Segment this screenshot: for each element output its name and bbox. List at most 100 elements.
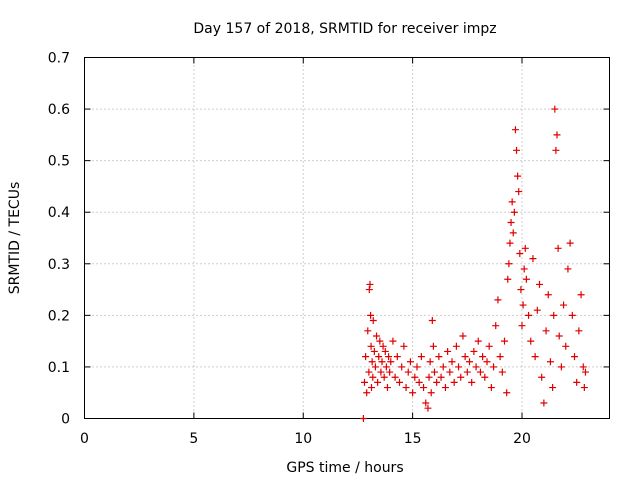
y-tick-label: 0.2 <box>48 308 70 324</box>
data-point <box>505 260 513 268</box>
data-point <box>533 306 541 314</box>
data-point <box>367 311 375 319</box>
data-point <box>435 353 443 361</box>
grid <box>84 57 610 419</box>
data-point <box>409 389 417 397</box>
data-point <box>516 249 524 257</box>
data-point <box>504 275 512 283</box>
data-point <box>496 353 504 361</box>
data-point <box>490 363 498 371</box>
data-point <box>571 353 578 361</box>
data-point <box>513 146 521 154</box>
data-point <box>396 378 403 386</box>
data-point <box>519 301 527 309</box>
data-point <box>367 342 375 350</box>
x-tick-label: 0 <box>80 431 89 447</box>
data-point <box>420 384 428 392</box>
data-point <box>371 363 379 371</box>
data-point <box>508 198 516 206</box>
data-point <box>472 363 480 371</box>
data-point <box>555 332 563 340</box>
data-point <box>406 358 414 366</box>
data-point <box>470 347 478 355</box>
data-point <box>381 347 389 355</box>
data-point <box>385 353 393 361</box>
data-point <box>474 337 482 345</box>
x-tick-label: 15 <box>404 431 422 447</box>
data-point <box>463 368 471 376</box>
data-point <box>485 342 493 350</box>
data-point <box>536 280 543 288</box>
data-points <box>359 105 589 422</box>
data-point <box>439 363 447 371</box>
data-point <box>527 337 535 345</box>
data-point <box>498 368 506 376</box>
data-point <box>461 353 469 361</box>
data-point <box>448 358 456 366</box>
data-point <box>379 342 387 350</box>
data-point <box>525 311 533 319</box>
y-tick-label: 0.4 <box>48 205 70 221</box>
y-tick-label: 0.5 <box>48 154 70 170</box>
data-point <box>553 131 561 139</box>
data-point <box>365 368 373 376</box>
data-point <box>365 286 373 294</box>
data-point <box>383 384 391 392</box>
x-tick-label: 10 <box>294 431 312 447</box>
data-point <box>364 327 372 335</box>
data-point <box>562 342 570 350</box>
data-point <box>398 363 406 371</box>
data-point <box>501 337 508 345</box>
data-point <box>510 208 518 216</box>
data-point <box>522 275 530 283</box>
data-point <box>378 358 386 366</box>
data-point <box>517 286 525 294</box>
data-point <box>362 353 370 361</box>
data-point <box>452 342 460 350</box>
data-point <box>514 172 522 180</box>
data-point <box>581 368 589 376</box>
data-point <box>429 342 437 350</box>
data-point <box>457 373 465 381</box>
data-point <box>373 332 381 340</box>
data-point <box>428 317 436 325</box>
data-point <box>415 378 423 386</box>
y-tick-label: 0 <box>61 412 70 428</box>
data-point <box>506 239 514 247</box>
x-tick-label: 20 <box>513 431 531 447</box>
y-tick-label: 0.3 <box>48 257 70 273</box>
data-point <box>366 280 374 288</box>
data-point <box>520 265 528 273</box>
axis-ticks: 0 5 10 15 20 0 0.1 0.2 0.3 0.4 0.5 0.6 0.7 <box>48 51 610 447</box>
data-point <box>380 373 388 381</box>
data-point <box>518 322 526 330</box>
data-point <box>413 363 421 371</box>
data-point <box>387 358 395 366</box>
y-axis-label: SRMTID / TECUs <box>7 182 23 295</box>
data-point <box>446 368 454 376</box>
y-tick-label: 0.1 <box>48 360 70 376</box>
data-point <box>468 378 476 386</box>
data-point <box>540 399 548 407</box>
data-point <box>577 291 585 299</box>
y-tick-label: 0.7 <box>48 51 70 67</box>
data-point <box>551 105 559 113</box>
data-point <box>427 389 435 397</box>
data-point <box>370 347 378 355</box>
data-point <box>444 347 452 355</box>
data-point <box>481 373 489 381</box>
data-point <box>529 255 537 263</box>
data-point <box>375 353 383 361</box>
data-point <box>425 373 433 381</box>
data-point <box>422 399 430 407</box>
data-point <box>402 384 410 392</box>
data-point <box>575 327 583 335</box>
data-point <box>579 363 587 371</box>
data-point <box>441 384 449 392</box>
data-point <box>554 244 562 252</box>
data-point <box>521 244 529 252</box>
data-point <box>466 358 473 366</box>
data-point <box>479 353 487 361</box>
data-point <box>552 146 560 154</box>
x-tick-label: 5 <box>189 431 198 447</box>
